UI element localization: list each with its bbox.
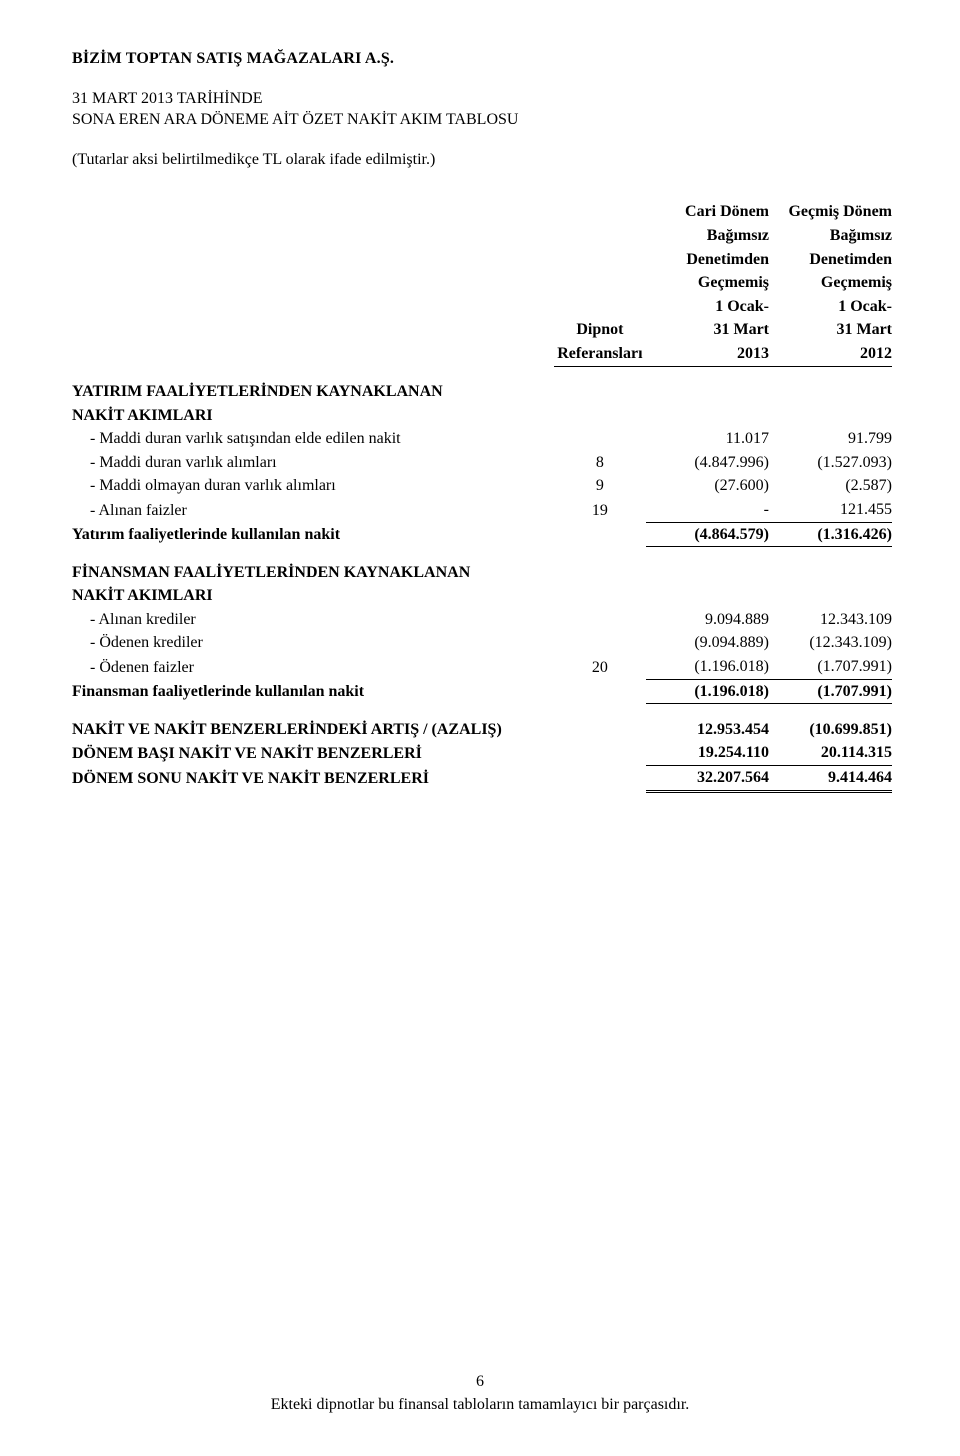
row-cur: (27.600) xyxy=(646,474,769,498)
hdr-ref-l1: Dipnot xyxy=(554,318,646,342)
hdr-cur-l3: Denetimden xyxy=(646,248,769,272)
row-pri: (1.527.093) xyxy=(769,451,892,475)
report-title: 31 MART 2013 TARİHİNDE SONA EREN ARA DÖN… xyxy=(72,88,892,131)
hdr-pri-l3: Denetimden xyxy=(769,248,892,272)
table-row: - Alınan faizler 19 - 121.455 xyxy=(72,498,892,522)
row-ref: 8 xyxy=(554,451,646,475)
row-pri: 12.343.109 xyxy=(769,608,892,632)
row-cur: - xyxy=(646,498,769,522)
row-cur: (4.847.996) xyxy=(646,451,769,475)
investing-head-1: YATIRIM FAALİYETLERİNDEN KAYNAKLANAN xyxy=(72,380,554,404)
change-row: NAKİT VE NAKİT BENZERLERİNDEKİ ARTIŞ / (… xyxy=(72,718,892,742)
end-cur: 32.207.564 xyxy=(646,765,769,791)
end-pri: 9.414.464 xyxy=(769,765,892,791)
company-name: BİZİM TOPTAN SATIŞ MAĞAZALARI A.Ş. xyxy=(72,48,892,70)
begin-cur: 19.254.110 xyxy=(646,741,769,765)
change-pri: (10.699.851) xyxy=(769,718,892,742)
end-label: DÖNEM SONU NAKİT VE NAKİT BENZERLERİ xyxy=(72,765,554,791)
financing-head-2: NAKİT AKIMLARI xyxy=(72,584,554,608)
cashflow-table: Cari Dönem Geçmiş Dönem Bağımsız Bağımsı… xyxy=(72,200,892,792)
row-pri: 91.799 xyxy=(769,427,892,451)
row-label: - Maddi duran varlık satışından elde edi… xyxy=(72,428,401,450)
row-pri: (12.343.109) xyxy=(769,631,892,655)
begin-pri: 20.114.315 xyxy=(769,741,892,765)
report-title-line2: SONA EREN ARA DÖNEME AİT ÖZET NAKİT AKIM… xyxy=(72,109,892,131)
hdr-cur-l7: 2013 xyxy=(646,342,769,366)
table-row: - Maddi duran varlık satışından elde edi… xyxy=(72,427,892,451)
table-row: - Maddi duran varlık alımları 8 (4.847.9… xyxy=(72,451,892,475)
row-label: - Maddi olmayan duran varlık alımları xyxy=(72,475,336,497)
page-number: 6 xyxy=(0,1371,960,1393)
investing-head-2: NAKİT AKIMLARI xyxy=(72,404,554,428)
row-ref: 20 xyxy=(554,655,646,679)
report-title-line1: 31 MART 2013 TARİHİNDE xyxy=(72,88,892,110)
row-label: - Alınan faizler xyxy=(72,500,187,522)
investing-total-cur: (4.864.579) xyxy=(646,522,769,547)
table-row: - Maddi olmayan duran varlık alımları 9 … xyxy=(72,474,892,498)
row-cur: (1.196.018) xyxy=(646,655,769,679)
investing-total-label: Yatırım faaliyetlerinde kullanılan nakit xyxy=(72,522,554,547)
row-ref xyxy=(554,427,646,451)
financing-total-row: Finansman faaliyetlerinde kullanılan nak… xyxy=(72,679,892,704)
row-label: - Ödenen faizler xyxy=(72,657,194,679)
row-ref xyxy=(554,608,646,632)
table-row: - Ödenen faizler 20 (1.196.018) (1.707.9… xyxy=(72,655,892,679)
row-cur: 9.094.889 xyxy=(646,608,769,632)
financing-total-cur: (1.196.018) xyxy=(646,679,769,704)
investing-total-row: Yatırım faaliyetlerinde kullanılan nakit… xyxy=(72,522,892,547)
row-cur: 11.017 xyxy=(646,427,769,451)
row-label: - Ödenen krediler xyxy=(72,632,203,654)
hdr-pri-l1: Geçmiş Dönem xyxy=(769,200,892,224)
row-ref: 19 xyxy=(554,498,646,522)
row-ref: 9 xyxy=(554,474,646,498)
begin-row: DÖNEM BAŞI NAKİT VE NAKİT BENZERLERİ 19.… xyxy=(72,741,892,765)
currency-note: (Tutarlar aksi belirtilmedikçe TL olarak… xyxy=(72,149,892,171)
hdr-cur-l5: 1 Ocak- xyxy=(646,295,769,319)
row-ref xyxy=(554,631,646,655)
financing-head-1: FİNANSMAN FAALİYETLERİNDEN KAYNAKLANAN xyxy=(72,561,554,585)
hdr-cur-l2: Bağımsız xyxy=(646,224,769,248)
page-footer: 6 Ekteki dipnotlar bu finansal tabloları… xyxy=(0,1371,960,1416)
hdr-pri-l5: 1 Ocak- xyxy=(769,295,892,319)
change-cur: 12.953.454 xyxy=(646,718,769,742)
hdr-pri-l7: 2012 xyxy=(769,342,892,366)
table-row: - Alınan krediler 9.094.889 12.343.109 xyxy=(72,608,892,632)
financing-total-pri: (1.707.991) xyxy=(769,679,892,704)
table-row: - Ödenen krediler (9.094.889) (12.343.10… xyxy=(72,631,892,655)
row-cur: (9.094.889) xyxy=(646,631,769,655)
hdr-pri-l4: Geçmemiş xyxy=(769,271,892,295)
hdr-cur-l6: 31 Mart xyxy=(646,318,769,342)
end-row: DÖNEM SONU NAKİT VE NAKİT BENZERLERİ 32.… xyxy=(72,765,892,791)
row-label: - Alınan krediler xyxy=(72,609,196,631)
row-pri: (2.587) xyxy=(769,474,892,498)
change-label: NAKİT VE NAKİT BENZERLERİNDEKİ ARTIŞ / (… xyxy=(72,718,554,742)
begin-label: DÖNEM BAŞI NAKİT VE NAKİT BENZERLERİ xyxy=(72,741,554,765)
row-label: - Maddi duran varlık alımları xyxy=(72,452,277,474)
row-pri: 121.455 xyxy=(769,498,892,522)
investing-total-pri: (1.316.426) xyxy=(769,522,892,547)
hdr-ref-l2: Referansları xyxy=(554,342,646,366)
hdr-pri-l2: Bağımsız xyxy=(769,224,892,248)
hdr-cur-l1: Cari Dönem xyxy=(646,200,769,224)
footer-text: Ekteki dipnotlar bu finansal tabloların … xyxy=(271,1396,690,1413)
row-pri: (1.707.991) xyxy=(769,655,892,679)
hdr-cur-l4: Geçmemiş xyxy=(646,271,769,295)
hdr-pri-l6: 31 Mart xyxy=(769,318,892,342)
financing-total-label: Finansman faaliyetlerinde kullanılan nak… xyxy=(72,679,554,704)
